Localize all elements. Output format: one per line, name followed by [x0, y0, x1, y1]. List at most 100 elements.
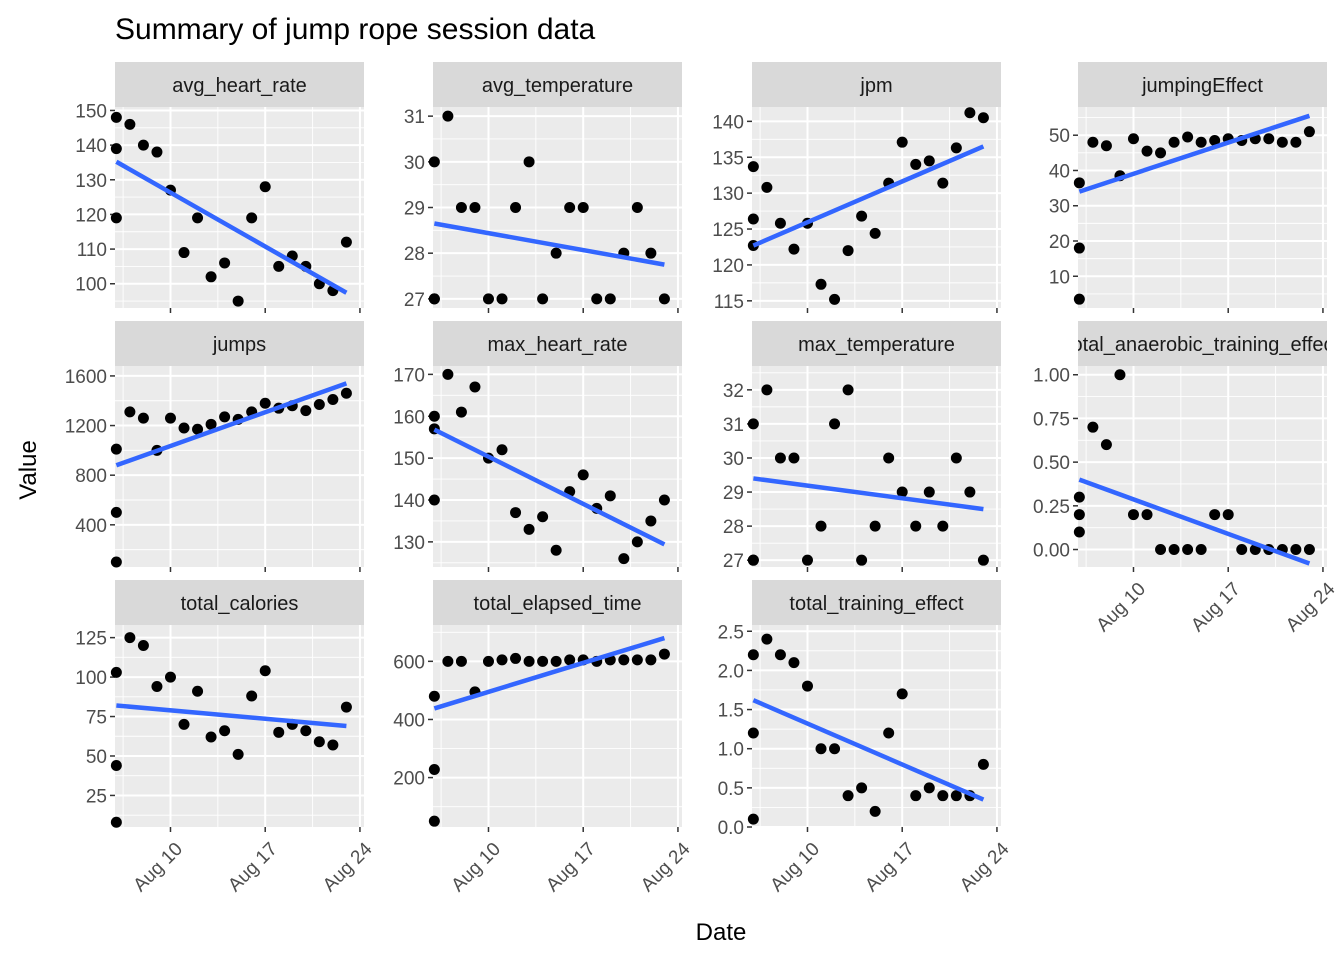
data-point — [747, 554, 759, 566]
data-point — [761, 181, 773, 193]
data-point — [856, 782, 868, 794]
trend-line-avg_temperature — [433, 221, 665, 267]
data-point — [259, 665, 271, 677]
y-tick-label-max_temperature: 32 — [723, 381, 744, 402]
x-tick-label: Aug 10 — [130, 839, 187, 896]
panel-total_elapsed_time: total_elapsed_time 200 400 600 Aug 10 Aug 17 A… — [393, 580, 695, 896]
data-point — [510, 507, 522, 519]
data-point — [1087, 421, 1099, 433]
data-point — [428, 156, 440, 168]
data-point — [1195, 136, 1207, 148]
data-point — [950, 790, 962, 802]
y-tick-label-jpm: 135 — [712, 148, 744, 169]
data-point — [428, 690, 440, 702]
panel-bg-total_training_effect — [752, 625, 1001, 827]
data-point — [110, 556, 122, 568]
data-point — [1073, 293, 1085, 305]
data-point — [761, 384, 773, 396]
data-point — [618, 654, 630, 666]
y-tick-label-avg_temperature: 30 — [404, 153, 425, 174]
x-tick-label: Aug 17 — [542, 839, 599, 896]
data-point — [801, 680, 813, 692]
y-tick-label-max_temperature: 29 — [723, 483, 744, 504]
data-point — [1195, 544, 1207, 556]
data-point — [747, 727, 759, 739]
y-tick-label-max_temperature: 27 — [723, 551, 744, 572]
trend-line-max_heart_rate — [433, 427, 666, 547]
data-point — [631, 202, 643, 213]
y-tick-label-max_temperature: 28 — [723, 517, 744, 538]
y-tick-label-avg_heart_rate: 100 — [75, 275, 107, 296]
y-tick-label-jumps: 400 — [75, 516, 107, 537]
data-point — [455, 655, 467, 667]
y-tick-label-total_elapsed_time: 400 — [393, 710, 425, 731]
panel-bg-total_elapsed_time — [433, 625, 682, 827]
data-point — [178, 422, 190, 434]
y-tick-label-total_training_effect: 1.5 — [718, 701, 744, 722]
y-tick-label-jpm: 140 — [712, 112, 744, 133]
trend-line-total_elapsed_time — [433, 635, 666, 711]
data-point — [151, 681, 163, 693]
data-point — [1303, 544, 1315, 556]
data-point — [1168, 544, 1180, 556]
panel-max_temperature: max_temperature 27 28 29 30 31 32 — [723, 321, 1001, 572]
y-tick-label-jumpingEffect: 10 — [1049, 267, 1070, 288]
data-point — [896, 688, 908, 700]
strip-label-max_heart_rate: max_heart_rate — [487, 334, 627, 356]
data-point — [923, 782, 935, 794]
y-tick-label-total_calories: 50 — [86, 747, 107, 768]
data-point — [523, 156, 535, 168]
panel-max_heart_rate: max_heart_rate 130 140 150 160 170 — [393, 321, 682, 572]
y-tick-label-total_training_effect: 2.0 — [718, 661, 744, 682]
y-tick-label-total_calories: 75 — [86, 708, 107, 729]
data-point — [564, 654, 576, 666]
x-tick-label: Aug 24 — [1282, 578, 1340, 636]
data-point — [340, 701, 352, 713]
chart-title: Summary of jump rope session data — [115, 13, 596, 46]
x-tick-label: Aug 10 — [448, 839, 505, 896]
data-point — [273, 726, 285, 738]
data-point — [910, 520, 922, 532]
data-point — [219, 725, 231, 737]
data-point — [1073, 526, 1085, 538]
data-point — [1114, 369, 1126, 381]
data-point — [1100, 439, 1112, 451]
strip-total_anaerobic_training_effect — [1078, 321, 1327, 366]
x-tick-label: Aug 24 — [637, 838, 695, 896]
strip-label-jpm: jpm — [859, 75, 892, 97]
data-point — [1155, 147, 1167, 159]
y-tick-label-jumps: 1200 — [65, 417, 107, 438]
panel-total_training_effect: total_training_effect 0.0 0.5 1.0 1.5 2.0 2.5 A… — [718, 580, 1014, 896]
data-point — [761, 633, 773, 645]
data-point — [747, 649, 759, 661]
data-point — [842, 384, 854, 396]
data-point — [550, 247, 562, 259]
strip-label-total_training_effect: total_training_effect — [789, 593, 964, 615]
strip-label-total_anaerobic_training_effect: total_anaerobic_training_effect — [1066, 334, 1340, 356]
y-tick-label-total_anaerobic_training_effect: 0.25 — [1033, 497, 1070, 518]
data-point — [300, 405, 312, 417]
data-point — [658, 293, 670, 305]
panel-jpm: jpm 115 120 125 130 135 140 — [712, 62, 1001, 313]
data-point — [164, 412, 176, 424]
data-point — [300, 725, 312, 737]
y-tick-label-total_anaerobic_training_effect: 0.00 — [1033, 541, 1070, 562]
strip-max_temperature — [752, 321, 1001, 366]
data-point — [591, 293, 603, 305]
panel-bg-total_anaerobic_training_effect — [1078, 366, 1327, 567]
y-tick-label-jumpingEffect: 20 — [1049, 232, 1070, 253]
data-point — [137, 139, 149, 151]
data-point — [327, 739, 339, 751]
data-point — [219, 411, 231, 423]
data-point — [469, 202, 481, 213]
y-tick-label-jumpingEffect: 40 — [1049, 161, 1070, 182]
data-point — [137, 412, 149, 424]
data-point — [774, 649, 786, 661]
data-point — [910, 158, 922, 170]
data-point — [829, 743, 841, 755]
trend-line-total_calories — [116, 703, 347, 729]
strip-avg_temperature — [433, 62, 682, 107]
data-point — [1073, 491, 1085, 503]
trend-line-total_training_effect — [752, 698, 985, 802]
